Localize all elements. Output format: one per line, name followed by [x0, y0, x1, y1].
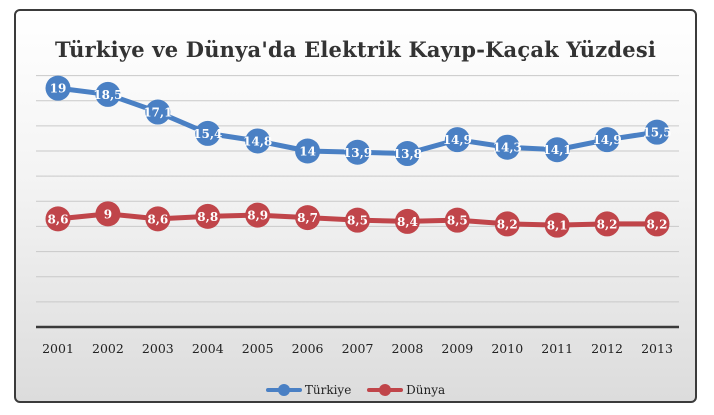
data-point — [394, 141, 420, 167]
x-tick-label: 2012 — [591, 341, 623, 356]
x-tick-label: 2004 — [192, 341, 224, 356]
x-tick-label: 2003 — [142, 341, 174, 356]
data-label: 17,1 — [143, 106, 172, 120]
data-label: 8,8 — [197, 210, 218, 224]
data-label: 13,8 — [393, 147, 422, 161]
data-label: 14,9 — [592, 133, 621, 147]
legend-item-turkiye: Türkiye — [265, 383, 352, 397]
data-label: 14,1 — [543, 143, 572, 157]
data-point — [45, 206, 71, 232]
data-label: 8,2 — [597, 217, 618, 231]
line-chart: 2001 2002 2003 2004 2005 2006 2007 2008 2009 2010… — [36, 75, 679, 356]
chart-title: Türkiye ve Dünya'da Elektrik Kayıp-Kaçak… — [54, 37, 657, 62]
data-label: 9 — [104, 207, 112, 221]
x-tick-label: 2002 — [92, 341, 124, 356]
data-label: 8,2 — [647, 217, 668, 231]
x-tick-label: 2008 — [392, 341, 424, 356]
data-point — [95, 201, 121, 227]
data-point — [195, 120, 221, 146]
data-point — [295, 138, 321, 164]
data-point — [45, 75, 71, 101]
data-point — [345, 207, 370, 233]
data-label: 18,5 — [93, 88, 122, 102]
x-tick-label: 2009 — [441, 341, 473, 356]
x-tick-label: 2007 — [342, 341, 374, 356]
data-label: 14,8 — [243, 134, 272, 148]
data-point — [644, 119, 670, 145]
data-point — [394, 208, 420, 234]
x-tick-label: 2005 — [242, 341, 274, 356]
data-point — [444, 207, 470, 233]
data-label: 8,6 — [48, 212, 69, 226]
data-label: 8,5 — [347, 214, 368, 228]
data-label: 14 — [299, 145, 316, 159]
data-point — [544, 212, 570, 238]
data-point — [494, 134, 520, 160]
data-label: 19 — [50, 82, 67, 96]
data-point — [145, 99, 171, 125]
data-label: 14,9 — [443, 133, 472, 147]
data-label: 8,2 — [497, 217, 518, 231]
data-label: 15,4 — [193, 127, 222, 141]
data-point — [345, 139, 370, 165]
data-point — [594, 127, 620, 153]
data-label: 8,5 — [447, 214, 468, 228]
data-point — [195, 203, 221, 229]
data-label: 8,7 — [297, 211, 318, 225]
data-point — [245, 202, 271, 228]
x-tick-label: 2010 — [491, 341, 523, 356]
legend-label-turkiye: Türkiye — [304, 383, 352, 397]
data-label: 8,4 — [397, 215, 418, 229]
data-point — [444, 127, 470, 153]
data-label: 13,9 — [343, 146, 372, 160]
data-point — [544, 137, 570, 163]
legend-swatch-dunya — [367, 384, 404, 396]
data-label: 14,3 — [493, 141, 522, 155]
data-point — [594, 211, 620, 237]
data-point — [145, 206, 171, 232]
legend-label-dunya: Dünya — [406, 383, 446, 397]
x-tick-label: 2006 — [292, 341, 324, 356]
data-point — [494, 211, 520, 237]
chart-frame: Türkiye ve Dünya'da Elektrik Kayıp-Kaçak… — [14, 9, 697, 403]
legend-item-dunya: Dünya — [367, 383, 445, 397]
x-tick-label: 2013 — [641, 341, 673, 356]
data-label: 8,6 — [147, 212, 168, 226]
x-tick-label: 2001 — [42, 341, 74, 356]
data-point — [295, 205, 321, 231]
data-point — [644, 211, 670, 237]
data-point — [95, 81, 121, 107]
data-point — [245, 128, 271, 154]
data-label: 8,1 — [547, 219, 568, 233]
legend-swatch-turkiye — [265, 384, 302, 396]
data-label: 15,5 — [642, 126, 671, 140]
x-tick-label: 2011 — [541, 341, 573, 356]
data-label: 8,9 — [247, 209, 268, 223]
legend: Türkiye Dünya — [16, 383, 695, 399]
